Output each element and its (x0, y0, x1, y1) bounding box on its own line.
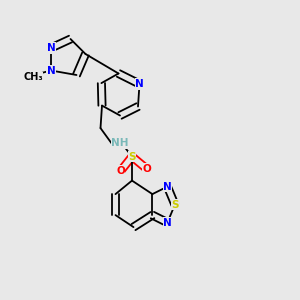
Text: O: O (142, 164, 151, 174)
Text: O: O (116, 166, 125, 176)
Text: N: N (163, 182, 172, 192)
Text: S: S (171, 200, 178, 210)
Text: N: N (46, 43, 56, 53)
Text: NH: NH (111, 138, 129, 148)
Text: N: N (46, 65, 56, 76)
Text: S: S (128, 152, 136, 162)
Text: N: N (163, 218, 172, 228)
Text: CH₃: CH₃ (23, 72, 43, 82)
Text: N: N (135, 79, 144, 89)
